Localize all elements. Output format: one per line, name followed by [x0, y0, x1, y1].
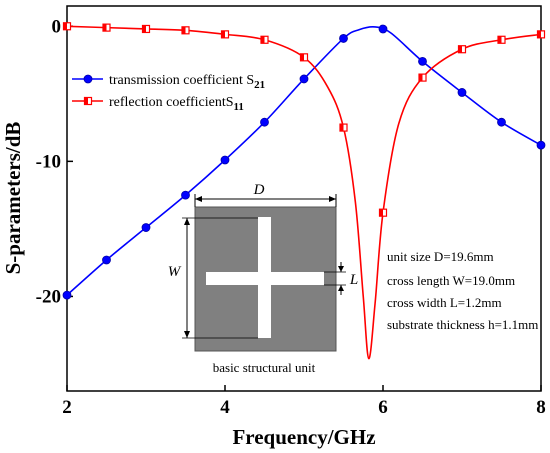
- data-point-s21: [497, 117, 506, 127]
- data-point-s21: [62, 290, 72, 300]
- x-axis-title: Frequency/GHz: [232, 425, 375, 449]
- annotation-cross-length: cross length W=19.0mm: [387, 273, 515, 288]
- data-point-s21: [299, 74, 309, 84]
- data-point-s11-fill: [419, 74, 423, 82]
- legend: transmission coefficient S21 reflection …: [72, 73, 265, 113]
- legend-label-s11-sub: 11: [234, 101, 244, 113]
- x-tick-label: 4: [220, 397, 230, 418]
- legend-label-s21-sub: 21: [254, 79, 265, 91]
- data-point-s21: [418, 56, 427, 66]
- data-point-s11-fill: [221, 30, 225, 38]
- dim-d-arrow-left: [195, 196, 202, 202]
- data-point-s11-fill: [340, 124, 344, 132]
- inset-structure: D W L basic structural unit: [168, 182, 358, 375]
- data-point-s11-fill: [458, 45, 462, 53]
- data-point-s11-fill: [182, 26, 186, 34]
- legend-label-s21: transmission coefficient S21: [109, 73, 265, 91]
- annotation-unit-size: unit size D=19.6mm: [387, 249, 494, 264]
- legend-marker-s21: [83, 74, 93, 84]
- data-point-s11-fill: [300, 53, 304, 61]
- x-tick-label: 8: [536, 397, 546, 418]
- data-point-s11-fill: [498, 36, 502, 44]
- annotation-substrate-thickness: substrate thickness h=1.1mm: [387, 317, 538, 332]
- data-point-s21: [339, 34, 348, 43]
- data-point-s11-fill: [103, 24, 107, 32]
- dim-w-arrow-bottom: [184, 331, 190, 338]
- data-point-s21: [457, 88, 467, 97]
- dim-d-label: D: [253, 182, 265, 198]
- data-point-s21: [260, 117, 269, 127]
- legend-label-s11-main: reflection coefficientS: [109, 95, 234, 110]
- inset-cross-horizontal: [206, 272, 324, 285]
- dim-w-arrow-top: [184, 218, 190, 225]
- data-point-s21: [220, 155, 230, 165]
- data-point-s21: [536, 140, 546, 150]
- annotation-cross-width: cross width L=1.2mm: [387, 295, 502, 310]
- data-point-s21: [181, 190, 190, 200]
- legend-label-s11: reflection coefficientS11: [109, 95, 244, 113]
- y-axis-title: S-parameters/dB: [1, 122, 25, 275]
- dim-d-arrow-right: [329, 196, 336, 202]
- dim-l-label: L: [349, 272, 358, 288]
- data-point-s11-fill: [379, 209, 383, 217]
- dim-w-label: W: [168, 264, 182, 280]
- inset-caption: basic structural unit: [213, 360, 316, 375]
- plot-frame: [66, 5, 542, 392]
- data-point-s21: [141, 223, 151, 232]
- legend-label-s21-main: transmission coefficient S: [109, 73, 254, 88]
- data-point-s11-fill: [142, 25, 146, 33]
- x-tick-label: 6: [378, 397, 388, 418]
- legend-marker-s11-half: [84, 97, 88, 105]
- dim-l-arrow-top: [338, 266, 344, 272]
- axes: 2 4 6 8 0 -10 -20: [36, 16, 546, 418]
- y-tick-label: 0: [52, 16, 62, 37]
- series-layer: [62, 22, 546, 360]
- data-point-s11-fill: [537, 30, 541, 38]
- data-point-s11-fill: [63, 22, 67, 30]
- data-point-s21: [102, 255, 111, 265]
- y-tick-label: -10: [36, 151, 61, 172]
- dim-l-arrow-bottom: [338, 285, 344, 291]
- data-point-s11-fill: [261, 36, 265, 44]
- annotations: unit size D=19.6mm cross length W=19.0mm…: [387, 249, 538, 332]
- x-tick-label: 2: [62, 397, 72, 418]
- data-point-s21: [378, 24, 388, 34]
- y-tick-label: -20: [36, 286, 61, 307]
